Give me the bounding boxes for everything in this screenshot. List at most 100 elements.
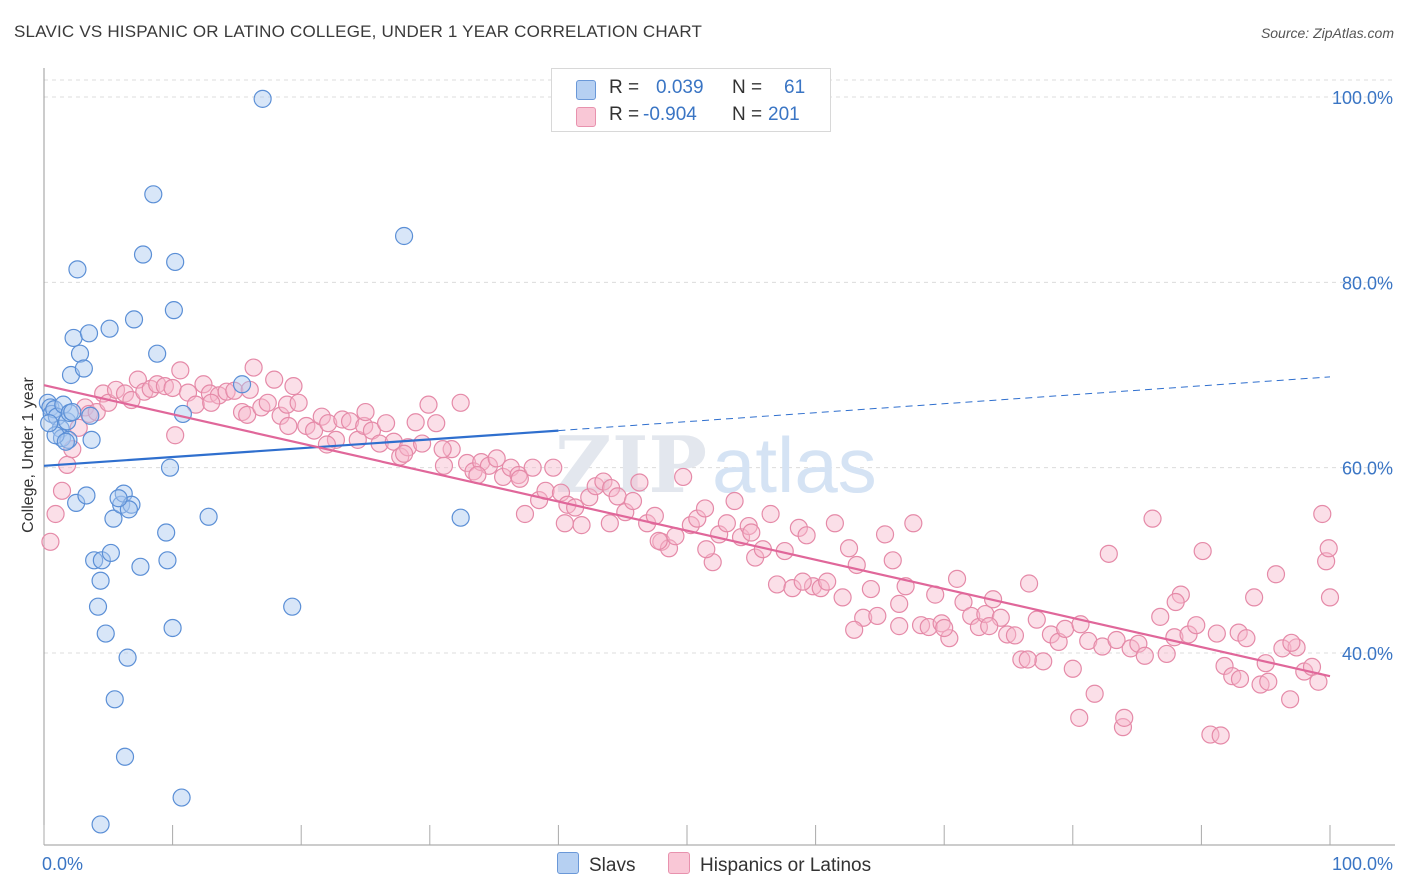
- slavic-point: [105, 690, 124, 709]
- hispanic-point: [904, 514, 923, 533]
- hispanic-point: [839, 539, 859, 558]
- hispanic-point: [1187, 616, 1206, 635]
- hispanic-point: [1211, 726, 1230, 745]
- tick-labels: 40.0% 60.0% 80.0% 100.0% 0.0% 100.0%: [42, 88, 1393, 874]
- slavs-legend-label: Slavs: [589, 855, 636, 876]
- hispanic-point: [232, 402, 252, 422]
- slavs-trend-extension: [558, 376, 1331, 432]
- slavic-point: [85, 551, 104, 570]
- hispanic-point: [202, 393, 221, 412]
- slavic-point: [173, 404, 192, 424]
- slavic-point: [45, 400, 64, 419]
- hispanic-point: [761, 504, 780, 524]
- hispanic-point: [1012, 650, 1031, 669]
- hispanic-point: [284, 377, 303, 396]
- hispanic-point: [630, 473, 649, 492]
- hispanic-point: [419, 395, 438, 414]
- slavic-point: [91, 815, 110, 834]
- hispanic-point: [1313, 504, 1332, 524]
- hispanic-point: [875, 525, 895, 544]
- hispanic-point: [947, 569, 967, 588]
- hispanic-point: [1179, 625, 1198, 644]
- hispanic-point: [238, 405, 257, 424]
- hispanic-point: [572, 516, 591, 535]
- slavic-point: [67, 493, 86, 512]
- hispanic-point: [115, 384, 135, 403]
- slavs-trend-line: [43, 429, 559, 467]
- hispanics-swatch: [576, 107, 596, 127]
- hispanic-point: [998, 625, 1017, 644]
- hispanic-point: [277, 395, 297, 414]
- y-axis-label: College, Under 1 year: [20, 377, 37, 533]
- legend-item-hispanics: Hispanics or Latinos: [668, 852, 871, 877]
- slavic-point: [133, 245, 153, 264]
- hispanic-point: [623, 491, 643, 511]
- axes: [43, 68, 1395, 846]
- slavic-point: [64, 328, 83, 348]
- slavic-points: [38, 89, 470, 834]
- r-label: R =: [609, 77, 640, 98]
- hispanic-point: [811, 579, 830, 598]
- hispanic-point: [783, 579, 802, 598]
- slavic-point: [88, 597, 108, 616]
- hispanic-point: [171, 361, 190, 380]
- hispanic-point: [883, 551, 902, 570]
- hispanic-point: [742, 523, 761, 542]
- hispanic-point: [1063, 659, 1082, 678]
- slavic-point: [232, 375, 252, 394]
- slavic-point: [148, 344, 167, 363]
- hispanic-point: [1085, 684, 1104, 703]
- hispanic-point: [544, 458, 563, 477]
- legend-item-slavs: Slavs: [557, 852, 635, 877]
- slavs-swatch: [576, 80, 596, 100]
- hispanic-point: [1113, 718, 1133, 737]
- hispanic-point: [258, 393, 277, 412]
- hispanic-point: [789, 518, 808, 538]
- slavic-point: [101, 543, 120, 563]
- hispanic-point: [1055, 619, 1075, 639]
- hispanic-point: [695, 499, 715, 518]
- hispanic-point: [818, 572, 837, 591]
- slavic-point: [91, 571, 110, 590]
- slavic-point: [119, 500, 138, 519]
- hispanics-trend-line: [43, 384, 1331, 678]
- slavic-point: [74, 359, 93, 378]
- slavic-point: [100, 319, 119, 338]
- hispanic-point: [434, 456, 454, 475]
- hispanic-point: [217, 382, 236, 401]
- hispanic-point: [797, 526, 816, 545]
- hispanic-point: [861, 579, 880, 599]
- hispanic-point: [1273, 639, 1292, 658]
- hispanic-point: [1259, 672, 1278, 691]
- stats-legend: R = 0.039 N = 61 R = -0.904 N = 201: [551, 68, 831, 132]
- hispanic-point: [52, 481, 72, 500]
- hispanic-point: [833, 588, 852, 607]
- slavs-r-value: 0.039: [656, 77, 704, 98]
- hispanic-point: [1215, 656, 1234, 676]
- hispanic-point: [340, 412, 360, 431]
- hispanics-r-value: -0.904: [643, 104, 697, 125]
- hispanic-point: [319, 414, 338, 433]
- hispanic-point: [356, 402, 375, 422]
- slavic-point: [118, 648, 137, 667]
- hispanic-point: [649, 531, 668, 550]
- hispanic-point: [725, 491, 744, 511]
- hispanic-point: [515, 504, 535, 524]
- hispanic-point: [1143, 509, 1162, 528]
- hispanic-point: [1193, 541, 1212, 561]
- hispanic-point: [1166, 592, 1185, 612]
- hispanic-point: [825, 514, 844, 533]
- slavic-point: [158, 551, 177, 570]
- slavic-point: [166, 252, 185, 272]
- hispanic-point: [1320, 588, 1340, 607]
- slavic-point: [253, 89, 272, 108]
- slavic-point: [96, 624, 115, 643]
- slavic-point: [70, 344, 90, 363]
- slavic-point: [160, 458, 180, 477]
- hispanic-point: [279, 416, 298, 436]
- hispanic-point: [1018, 650, 1037, 669]
- hispanic-point: [681, 516, 700, 535]
- hispanic-point: [1115, 708, 1134, 727]
- hispanic-point: [980, 617, 999, 636]
